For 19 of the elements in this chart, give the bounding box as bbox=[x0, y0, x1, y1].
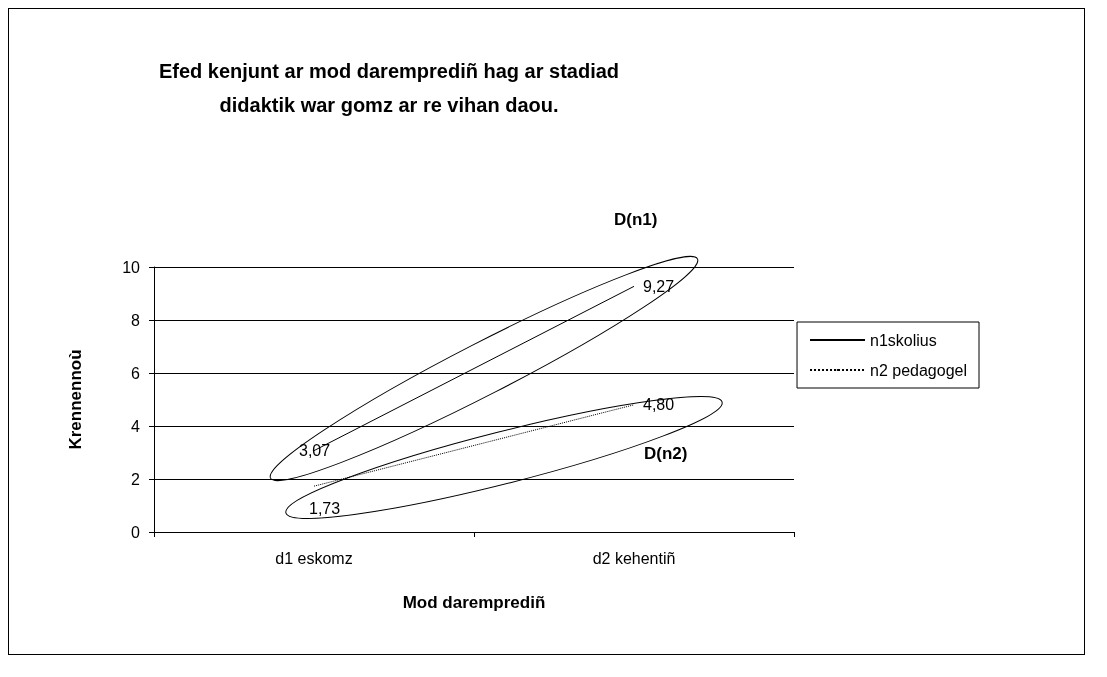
text: D(n1) bbox=[614, 210, 658, 230]
y-tick-label: 4 bbox=[131, 417, 141, 435]
y-tick-label: 6 bbox=[131, 364, 141, 382]
legend-label: n2 pedagogel bbox=[870, 361, 967, 379]
annotation: D(n2) bbox=[644, 443, 688, 463]
y-axis-title: Krennennoù bbox=[66, 349, 85, 450]
data-label: 4,80 bbox=[643, 396, 675, 414]
data-label: 3,07 bbox=[299, 442, 331, 460]
x-tick-label: d2 kehentiñ bbox=[592, 549, 676, 567]
legend-label: n1skolius bbox=[870, 331, 937, 349]
x-axis-title: Mod daremprediñ bbox=[402, 593, 546, 612]
y-tick-label: 0 bbox=[131, 523, 141, 541]
chart-title: Efed kenjunt ar mod daremprediñ hag ar stadiad didaktik war gomz ar re vihan daou. bbox=[158, 60, 620, 116]
x-tick-label: d1 eskomz bbox=[275, 549, 353, 567]
y-tick-label: 8 bbox=[131, 311, 141, 329]
data-label: 9,27 bbox=[643, 277, 675, 295]
y-tick-label: 10 bbox=[122, 258, 141, 276]
y-tick-label: 2 bbox=[131, 470, 141, 488]
data-label: 1,73 bbox=[309, 499, 341, 517]
